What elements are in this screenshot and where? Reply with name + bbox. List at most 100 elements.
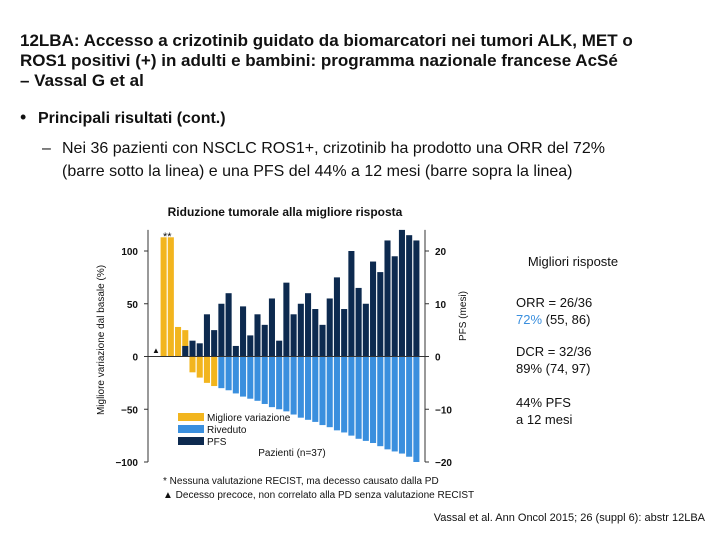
- pfs-rate: a 12 mesi: [516, 412, 572, 427]
- y-tick-label: 50: [127, 300, 139, 311]
- y-tick-label: −100: [115, 458, 138, 469]
- bar: [268, 298, 275, 357]
- title-line: ROS1 positivi (+) in adulti e bambini: p…: [20, 51, 618, 70]
- legend-label: Migliore variazione: [207, 413, 291, 424]
- bar: [355, 287, 362, 357]
- bar: [182, 345, 189, 357]
- y2-tick-label: 20: [435, 247, 447, 258]
- bar: [211, 356, 218, 387]
- bar: [189, 356, 196, 373]
- bar: [225, 356, 232, 391]
- bar: [232, 345, 239, 357]
- orr-ci-text: (55, 86): [546, 312, 591, 327]
- bar: [261, 324, 268, 357]
- bar: [384, 240, 391, 357]
- orr: ORR = 26/36: [516, 295, 592, 310]
- bar: [319, 324, 326, 357]
- bar: [290, 356, 297, 415]
- bar: [254, 356, 261, 401]
- y2-tick-label: 10: [435, 300, 447, 311]
- x-axis-label: Pazienti (n=37): [258, 448, 326, 459]
- orr-pct: 72%: [516, 312, 542, 327]
- subbullet: (barre sotto la linea) e una PFS del 44%…: [62, 163, 572, 180]
- y-tick-label: 0: [132, 353, 138, 364]
- bar: [225, 293, 232, 357]
- bar: [341, 356, 348, 433]
- y2-axis-label: PFS (mesi): [458, 291, 469, 341]
- bar: [175, 326, 182, 357]
- bar: [240, 356, 247, 397]
- bar: [254, 314, 261, 357]
- subbullet: Nei 36 pazienti con NSCLC ROS1+, crizoti…: [62, 140, 605, 157]
- chart-title: Riduzione tumorale alla migliore rispost…: [168, 205, 403, 219]
- bar: [283, 282, 290, 357]
- bar: [167, 237, 174, 357]
- bar: [290, 314, 297, 357]
- side-panel: Migliori risposte ORR = 26/36 72% (55, 8…: [516, 254, 618, 427]
- bar: [297, 356, 304, 418]
- legend-label: Riveduto: [207, 425, 247, 436]
- pfs-rate: 44% PFS: [516, 395, 571, 410]
- bar: [370, 261, 377, 357]
- bar: [333, 356, 340, 431]
- source: Vassal et al. Ann Oncol 2015; 26 (suppl …: [434, 512, 706, 524]
- bar: [406, 235, 413, 357]
- legend-swatch: [178, 437, 204, 445]
- bar: [333, 277, 340, 357]
- y-tick-label: −50: [121, 405, 138, 416]
- legend-swatch: [178, 425, 204, 433]
- slide-title: 12LBA: Accesso a crizotinib guidato da b…: [20, 31, 633, 90]
- dash: –: [42, 140, 51, 157]
- y-tick-label: 100: [121, 247, 138, 258]
- bar: [312, 309, 319, 357]
- bar: [362, 303, 369, 357]
- bar: [377, 272, 384, 357]
- legend-swatch: [178, 413, 204, 421]
- bar: [319, 356, 326, 426]
- bar: [261, 356, 268, 404]
- bar: [189, 340, 196, 357]
- bar: [268, 356, 275, 408]
- bar: [297, 303, 304, 357]
- bar: [406, 356, 413, 457]
- bar: [203, 356, 210, 383]
- bar: [391, 256, 398, 357]
- bar: [305, 356, 312, 420]
- bar: [370, 356, 377, 444]
- bar: [247, 356, 254, 399]
- bar: [398, 229, 405, 357]
- bar: [203, 314, 210, 357]
- legend-label: PFS: [207, 437, 227, 448]
- title-line: 12LBA: Accesso a crizotinib guidato da b…: [20, 31, 633, 50]
- bar: [348, 356, 355, 436]
- bar: [326, 298, 333, 357]
- bar: [398, 356, 405, 454]
- bar: [196, 343, 203, 357]
- bar: [182, 330, 189, 357]
- bar: [211, 330, 218, 357]
- y-axis-label: Migliore variazione dal basale (%): [96, 265, 107, 415]
- annotation: ▲: [152, 346, 160, 355]
- bar: [348, 251, 355, 357]
- bullet-dot: •: [20, 107, 26, 127]
- y2-tick-label: 0: [435, 353, 441, 364]
- footnote: ▲ Decesso precoce, non correlato alla PD…: [163, 490, 474, 501]
- bar: [218, 356, 225, 389]
- dcr: DCR = 32/36: [516, 344, 592, 359]
- bar: [196, 356, 203, 378]
- bar: [326, 356, 333, 428]
- annotation: **: [163, 231, 172, 243]
- bar: [240, 306, 247, 357]
- bar: [391, 356, 398, 452]
- bar: [355, 356, 362, 439]
- bar: [276, 340, 283, 357]
- bar: [160, 237, 167, 357]
- orr-ci: 72% (55, 86): [516, 312, 590, 327]
- y2-tick-label: −20: [435, 458, 452, 469]
- bar: [341, 309, 348, 357]
- bar: [362, 356, 369, 441]
- dcr-ci: 89% (74, 97): [516, 361, 590, 376]
- bar: [276, 356, 283, 410]
- bar: [413, 240, 420, 357]
